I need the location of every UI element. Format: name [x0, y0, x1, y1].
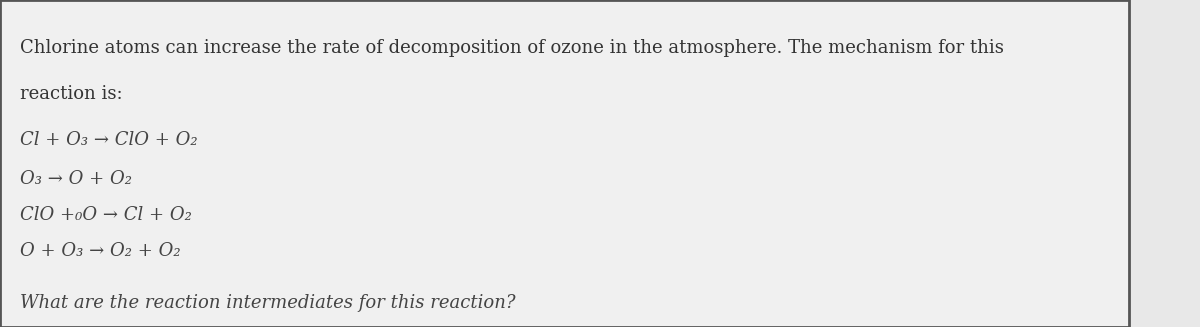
Text: Chlorine atoms can increase the rate of decomposition of ozone in the atmosphere: Chlorine atoms can increase the rate of … — [20, 39, 1004, 57]
Text: Cl + O₃ → ClO + O₂: Cl + O₃ → ClO + O₂ — [20, 131, 198, 149]
FancyBboxPatch shape — [0, 0, 1129, 327]
Text: O + O₃ → O₂ + O₂: O + O₃ → O₂ + O₂ — [20, 242, 181, 260]
Text: What are the reaction intermediates for this reaction?: What are the reaction intermediates for … — [20, 294, 516, 312]
Text: ClO +₀O → Cl + O₂: ClO +₀O → Cl + O₂ — [20, 206, 192, 224]
Text: O₃ → O + O₂: O₃ → O + O₂ — [20, 170, 132, 188]
Text: reaction is:: reaction is: — [20, 85, 122, 103]
